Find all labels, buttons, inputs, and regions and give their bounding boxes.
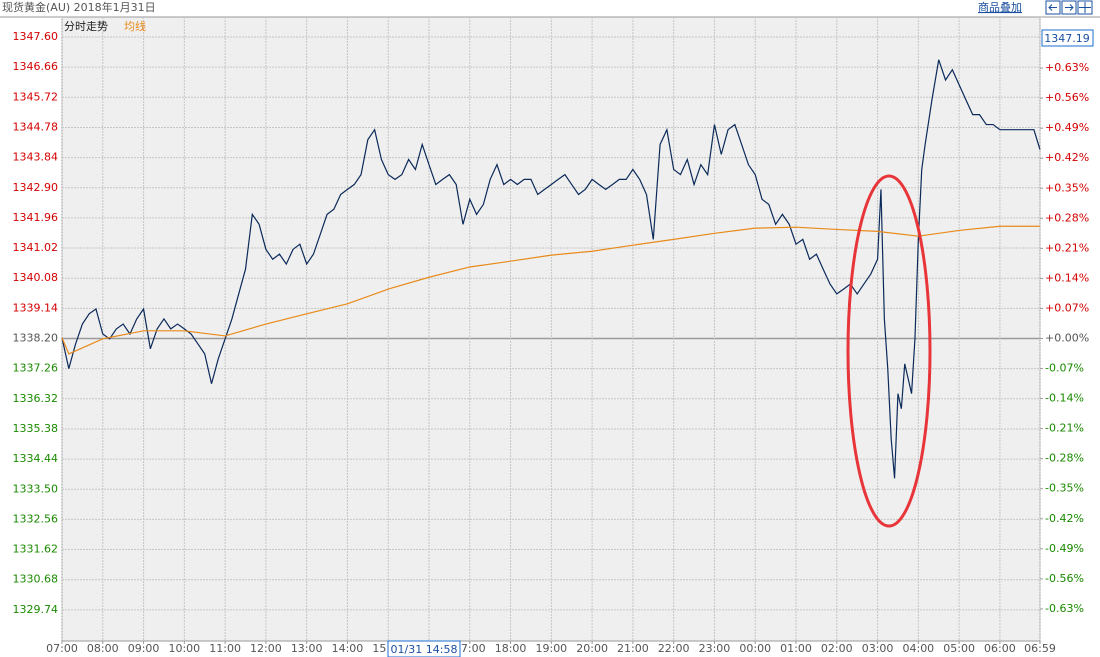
x-tick-label: 17:00 [454,642,486,655]
y2-tick-label: -0.63% [1045,602,1084,615]
y2-tick-label: +0.00% [1045,332,1089,345]
y-tick-label: 1346.66 [13,60,59,73]
y2-tick-label: +0.63% [1045,61,1089,74]
overlay-button[interactable]: 商品叠加 [978,0,1022,14]
nav-buttons [1045,0,1093,15]
y-tick-label: 1344.78 [13,120,59,133]
y2-tick-label: -0.35% [1045,482,1084,495]
y2-tick-label: -0.21% [1045,422,1084,435]
y-tick-label: 1337.26 [13,362,59,375]
nav-left-icon [1048,4,1057,11]
y-tick-label: 1340.08 [13,271,59,284]
y-tick-label: 1343.84 [13,151,59,164]
y2-tick-label: -0.28% [1045,452,1084,465]
x-tick-label: 14:00 [332,642,364,655]
y2-tick-label: +0.56% [1045,91,1089,104]
y-tick-label: 1329.74 [13,603,59,616]
cursor-time: 01/31 14:58 [391,643,458,656]
y-tick-label: 1336.32 [13,392,59,405]
y2-tick-label: +0.21% [1045,241,1089,254]
y2-tick-label: +0.35% [1045,181,1089,194]
x-tick-label: 10:00 [168,642,200,655]
x-tick-label: 22:00 [658,642,690,655]
x-tick-label: 12:00 [250,642,282,655]
y2-tick-label: +0.14% [1045,271,1089,284]
y2-tick-label: +0.49% [1045,121,1089,134]
x-tick-label: 06:59 [1024,642,1056,655]
y-tick-label: 1345.72 [13,90,59,103]
series-layer [61,59,1041,479]
series-line [61,59,1041,479]
x-tick-label: 21:00 [617,642,649,655]
legend-label: 分时走势 [64,20,108,33]
y2-tick-label: -0.49% [1045,542,1084,555]
y2-tick-label: +0.28% [1045,211,1089,224]
y-tick-label: 1334.44 [13,452,59,465]
x-tick-label: 07:00 [46,642,78,655]
y-tick-label: 1339.14 [13,301,59,314]
y-tick-label: 1333.50 [13,482,59,495]
x-tick-label: 03:00 [862,642,894,655]
price-box [1041,29,1094,47]
x-tick-label: 19:00 [535,642,567,655]
y-tick-label: 1342.90 [13,181,59,194]
x-tick-label: 11:00 [209,642,241,655]
chart-title: 现货黄金(AU) 2018年1月31日 [2,0,156,14]
x-tick-label: 09:00 [128,642,160,655]
series-line [61,225,1040,355]
x-tick-label: 02:00 [821,642,853,655]
x-tick-label: 18:00 [495,642,527,655]
nav-layout-icon [1079,2,1091,13]
time-box [387,640,461,657]
x-tick-label: 13:00 [291,642,323,655]
y-tick-label: 1332.56 [13,512,59,525]
y-tick-label: 1347.60 [13,30,59,43]
y2-tick-label: -0.42% [1045,512,1084,525]
y-tick-label: 1335.38 [13,422,59,435]
axis-labels: 1347.60 1346.66 1345.72 1344.78 1343.84 1342.… [13,19,1090,655]
x-tick-label: 23:00 [699,642,731,655]
y2-tick-label: +0.07% [1045,301,1089,314]
legend-label: 均线 [124,19,146,33]
x-tick-label: 00:00 [739,642,771,655]
y-tick-label: 1341.96 [13,211,59,224]
cursor-price: 1347.19 [1044,32,1090,45]
y2-tick-label: -0.14% [1045,392,1084,405]
y-tick-label: 1341.02 [13,241,59,254]
x-tick-label: 05:00 [943,642,975,655]
nav-right-icon [1065,4,1074,11]
x-tick-label: 20:00 [576,642,608,655]
y-tick-label: 1338.20 [13,332,59,345]
x-tick-label: 01:00 [780,642,812,655]
y-tick-label: 1330.68 [13,573,59,586]
x-tick-label: 04:00 [902,642,934,655]
x-tick-label: 08:00 [87,642,119,655]
y2-tick-label: -0.56% [1045,572,1084,585]
x-tick-label: 06:00 [984,642,1016,655]
y2-tick-label: +0.42% [1045,151,1089,164]
y-tick-label: 1331.62 [13,543,59,556]
y2-tick-label: -0.07% [1045,362,1084,375]
highlight-ellipse [846,174,932,528]
